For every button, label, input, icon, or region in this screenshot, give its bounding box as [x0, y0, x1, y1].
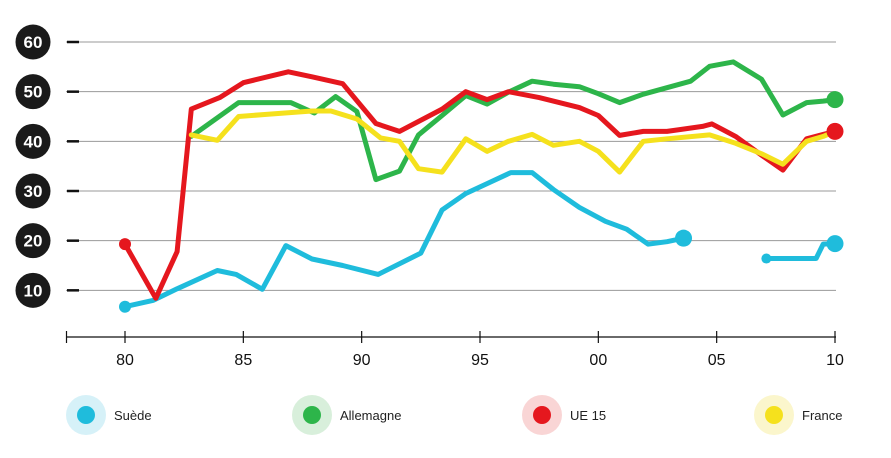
series-line-suede-0 [122, 170, 686, 310]
x-tick-label-00: 00 [589, 352, 607, 369]
legend-label: Suède [114, 407, 152, 423]
marker-suede-start-1 [761, 253, 772, 264]
x-tick-label-80: 80 [116, 352, 134, 369]
y-tick-badge-30 [15, 173, 51, 209]
legend-item-allemagne: Allemagne [292, 388, 401, 442]
legend-dot [765, 406, 783, 424]
x-tick-label-85: 85 [234, 352, 252, 369]
marker-suede-end-1 [826, 235, 844, 253]
marker-ue-15-end-0 [826, 122, 844, 140]
series-lines [119, 59, 844, 313]
y-tick-badge-20 [15, 223, 51, 259]
x-tick-label-95: 95 [471, 352, 489, 369]
y-tick-badge-50 [15, 74, 51, 110]
series-suede [122, 170, 838, 310]
y-tick-label-40: 40 [24, 132, 43, 151]
legend-swatch-france [754, 395, 794, 435]
legend-dot [303, 406, 321, 424]
legend-swatch-ue-15 [522, 395, 562, 435]
y-tick-label-30: 30 [24, 182, 43, 201]
legend-label: UE 15 [570, 407, 607, 423]
y-tick-label-60: 60 [24, 33, 43, 52]
y-tick-badge-40 [15, 123, 51, 159]
x-tick-label-10: 10 [826, 352, 844, 369]
y-tick-badge-60 [15, 24, 51, 60]
y-tick-label-20: 20 [24, 232, 43, 251]
legend-swatch-allemagne [292, 395, 332, 435]
series-allemagne [188, 59, 838, 183]
legend-dot [533, 406, 551, 424]
legend-dot [77, 406, 95, 424]
legend-item-ue-15: UE 15 [522, 388, 606, 442]
x-tick-label-05: 05 [708, 352, 726, 369]
y-axis-labels: 10 20 30 40 50 60 [15, 24, 51, 308]
series-line-france-0 [188, 108, 838, 175]
x-tick-label-90: 90 [353, 352, 371, 369]
legend-label: Allemagne [340, 407, 402, 423]
y-tick-badge-10 [15, 272, 51, 308]
marker-ue-15-start-0 [119, 238, 131, 251]
series-ue-15 [122, 69, 838, 301]
series-france [188, 108, 838, 175]
legend-item-france: France [754, 388, 842, 442]
legend-swatch-suede [66, 395, 106, 435]
marker-suede-end-0 [675, 229, 693, 247]
y-tick-label-50: 50 [24, 83, 43, 102]
marker-allemagne-end-0 [826, 91, 844, 109]
series-line-ue-15-0 [122, 69, 838, 301]
legend-label: France [802, 407, 843, 423]
gridlines [66, 40, 836, 292]
y-tick-label-10: 10 [24, 281, 43, 300]
series-line-allemagne-0 [188, 59, 838, 183]
marker-suede-start-0 [119, 300, 131, 313]
legend-item-suede: Suède [66, 388, 152, 442]
x-axis: 80 85 90 95 00 05 10 [65, 331, 844, 369]
series-line-suede-1 [763, 241, 838, 261]
